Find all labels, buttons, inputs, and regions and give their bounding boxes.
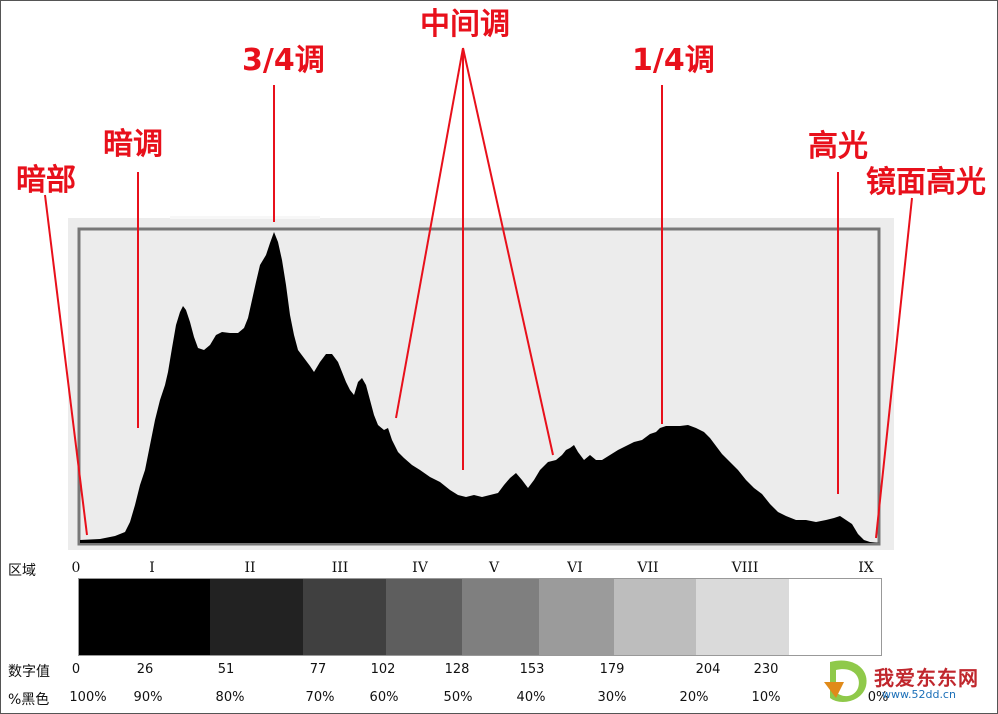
gray-swatch <box>79 579 210 655</box>
gray-swatch <box>789 579 881 655</box>
zone-label: VIII <box>731 560 759 576</box>
label-midtones: 中间调 <box>420 7 510 42</box>
gray-swatch <box>539 579 614 655</box>
zone-label: VI <box>567 560 583 576</box>
watermark-url: www.52dd.cn <box>882 688 956 701</box>
black-percent-value: 50% <box>443 690 473 705</box>
gray-swatch <box>303 579 386 655</box>
label-quarter-tones: 1/4调 <box>632 43 715 78</box>
digital-value: 179 <box>599 662 625 677</box>
black-percent-value: 10% <box>751 690 781 705</box>
zone-label: IX <box>858 560 874 576</box>
black-percent-value: 30% <box>597 690 627 705</box>
watermark-text: 我爱东东网 <box>874 666 979 690</box>
watermark-logo-icon <box>824 660 867 702</box>
black-percent-value: 40% <box>516 690 546 705</box>
black-percent-value: 70% <box>305 690 335 705</box>
gray-swatch <box>210 579 303 655</box>
black-percent-value: 90% <box>133 690 163 705</box>
annotation-lines <box>44 47 913 539</box>
zone-label: V <box>488 560 500 576</box>
digital-value: 77 <box>309 662 327 677</box>
digital-value: 102 <box>370 662 396 677</box>
zone-label: 0 <box>71 560 81 576</box>
label-dark-tones: 暗调 <box>103 127 163 162</box>
zone-label: VII <box>637 560 659 576</box>
histogram-border <box>77 227 881 546</box>
digital-value: 204 <box>695 662 721 677</box>
gray-scale-strip <box>78 578 882 656</box>
zone-label: I <box>149 560 155 576</box>
histogram-top-highlight <box>170 216 320 219</box>
black-percent-value: 100% <box>69 690 107 705</box>
label-three-quarter-tones: 3/4调 <box>242 43 325 78</box>
gray-swatch <box>614 579 696 655</box>
black-percent-value: 0% <box>867 690 889 705</box>
label-highlights: 高光 <box>808 129 868 164</box>
black-row-title: %黑色 <box>8 692 50 708</box>
gray-swatch <box>696 579 789 655</box>
zone-label: IV <box>412 560 428 576</box>
site-watermark: 我爱东东网 www.52dd.cn <box>822 652 992 710</box>
shadows-pointer <box>44 194 88 536</box>
black-percent-value: 60% <box>369 690 399 705</box>
zone-row-title: 区域 <box>8 563 36 579</box>
specular-pointer <box>875 197 913 539</box>
midtones-pointer-right <box>462 47 554 456</box>
gray-swatch <box>386 579 462 655</box>
digital-value: 153 <box>519 662 545 677</box>
zone-label: II <box>244 560 256 576</box>
digital-value: 230 <box>753 662 779 677</box>
luminance-histogram <box>80 232 880 543</box>
digital-value: 26 <box>136 662 154 677</box>
digital-row-title: 数字值 <box>8 664 50 680</box>
zone-label: III <box>331 560 349 576</box>
black-percent-value: 80% <box>215 690 245 705</box>
midtones-pointer-left <box>395 47 464 419</box>
digital-value: 51 <box>217 662 235 677</box>
black-percent-value: 20% <box>679 690 709 705</box>
digital-value: 0 <box>71 662 81 677</box>
gray-swatch <box>462 579 539 655</box>
digital-value: 128 <box>444 662 470 677</box>
label-specular-highlights: 镜面高光 <box>866 165 986 200</box>
label-shadows: 暗部 <box>16 163 76 198</box>
